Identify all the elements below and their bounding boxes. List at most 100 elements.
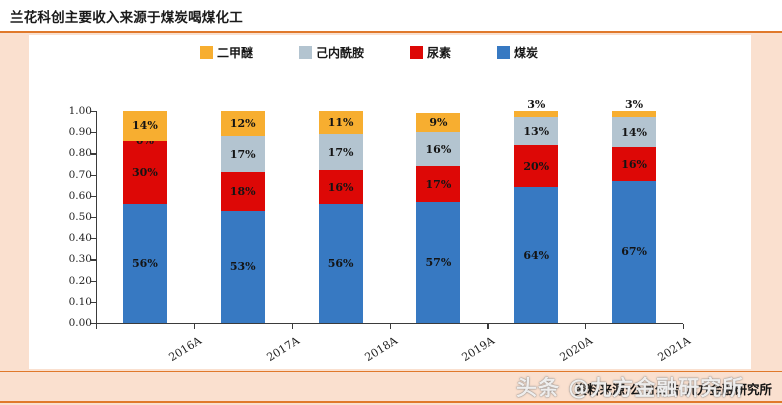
bar-segment[interactable]: 3% bbox=[514, 99, 559, 118]
bar-segment[interactable]: 67% bbox=[612, 180, 657, 323]
stacked-bar[interactable]: 57% 17% 16% 9% bbox=[416, 111, 461, 323]
stacked-bar[interactable]: 67% 16% 14% 3% bbox=[612, 99, 657, 323]
legend-item[interactable]: 尿素 bbox=[410, 44, 451, 61]
bar-segment[interactable]: 56% bbox=[122, 204, 167, 323]
bar-segment[interactable]: 56% bbox=[318, 204, 363, 323]
footer-rule bbox=[0, 401, 782, 403]
x-axis-category-label: 2020A bbox=[557, 334, 596, 365]
legend-item[interactable]: 煤炭 bbox=[497, 44, 538, 61]
x-axis-tick-mark bbox=[389, 324, 391, 329]
y-axis-tick-mark bbox=[91, 153, 96, 155]
y-axis-tick-label: 0.20 bbox=[68, 274, 92, 287]
bar-segment-label: 16% bbox=[327, 180, 354, 194]
bar-segment-label: 16% bbox=[621, 157, 647, 171]
x-axis-tick-mark bbox=[487, 324, 489, 329]
source-note: 资料来源:公司公告,九方金融研究所 bbox=[574, 381, 772, 397]
y-axis-tick-mark bbox=[91, 323, 96, 325]
y-axis-tick-mark bbox=[91, 132, 96, 134]
x-axis-category-label: 2019A bbox=[459, 334, 498, 365]
x-axis-tick-mark bbox=[96, 324, 98, 329]
y-axis-line bbox=[96, 111, 98, 323]
x-axis-tick-mark bbox=[683, 324, 685, 329]
bar-segment[interactable]: 17% bbox=[416, 166, 461, 203]
bar-segment[interactable]: 30% bbox=[122, 140, 167, 205]
y-axis-tick-label: 0.60 bbox=[68, 189, 92, 202]
bar-segment-label: 17% bbox=[425, 177, 452, 191]
bar-segment[interactable]: 20% bbox=[514, 144, 559, 188]
bar-segment-label: 11% bbox=[327, 116, 354, 130]
legend-item-label: 尿素 bbox=[427, 45, 452, 60]
x-axis-category-label: 2017A bbox=[264, 334, 302, 365]
bar-segment[interactable]: 14% bbox=[122, 111, 167, 141]
bar-segment[interactable]: 3% bbox=[612, 99, 657, 118]
x-axis-tick-mark bbox=[291, 324, 293, 329]
bar-segment[interactable]: 17% bbox=[220, 136, 265, 173]
bar-segment[interactable]: 16% bbox=[318, 170, 363, 205]
legend-item[interactable]: 己内酰胺 bbox=[299, 44, 364, 61]
legend-swatch-icon bbox=[410, 45, 424, 59]
y-axis-tick-mark bbox=[91, 259, 96, 261]
legend-swatch-icon bbox=[299, 45, 313, 59]
y-axis-tick-mark bbox=[91, 280, 96, 282]
bar-segment-label: 30% bbox=[132, 165, 158, 179]
stacked-bar[interactable]: 56%30%0%14% bbox=[122, 111, 167, 323]
y-axis-tick-label: 0.50 bbox=[68, 211, 92, 223]
y-axis-tick-labels: 0.00 0.10 0.20 0.30 0.40 0.50 0.60 0.70 0.80 0.90… bbox=[50, 105, 92, 329]
chart-legend: 二甲醚 己内酰胺 尿素 煤炭 bbox=[200, 42, 600, 62]
legend-item[interactable]: 二甲醚 bbox=[200, 44, 253, 61]
y-axis-tick-mark bbox=[91, 174, 96, 176]
y-axis-tick-label: 0.90 bbox=[68, 126, 92, 139]
legend-swatch-icon bbox=[497, 45, 511, 59]
y-axis-tick-mark bbox=[91, 217, 96, 219]
x-axis-line bbox=[96, 323, 683, 325]
bar-segment[interactable]: 11% bbox=[318, 111, 363, 135]
bar-segment[interactable]: 16% bbox=[612, 147, 657, 181]
bar-segment-label: 20% bbox=[523, 159, 550, 173]
bar-segment-label: 17% bbox=[327, 145, 354, 159]
bar-segment[interactable]: 17% bbox=[318, 134, 363, 171]
bar-segment[interactable]: 18% bbox=[220, 172, 265, 211]
y-axis-tick-mark bbox=[91, 238, 96, 240]
x-axis-tick-mark bbox=[193, 324, 196, 329]
bar-segment-label: 12% bbox=[229, 117, 256, 131]
bar-segment[interactable]: 16% bbox=[416, 132, 461, 167]
bar-segment-label: 64% bbox=[523, 248, 550, 262]
stacked-bar[interactable]: 56% 16% 17% 11% bbox=[318, 111, 363, 323]
bar-segment-label: 14% bbox=[621, 125, 647, 139]
bar-segment-label: 13% bbox=[523, 124, 550, 138]
y-axis-tick-mark bbox=[91, 301, 96, 303]
y-axis-tick-label: 0.00 bbox=[68, 317, 92, 329]
stacked-bar[interactable]: 53% 18% 17% 12% bbox=[220, 111, 265, 323]
y-axis-tick-label: 1.00 bbox=[68, 105, 92, 117]
bar-segment-label: 16% bbox=[425, 142, 452, 156]
legend-item-label: 二甲醚 bbox=[217, 45, 254, 60]
bar-segment[interactable]: 64% bbox=[514, 187, 559, 323]
x-axis-category-label: 2018A bbox=[362, 334, 400, 365]
y-axis-tick-mark bbox=[91, 111, 96, 113]
legend-swatch-icon bbox=[200, 45, 213, 59]
bar-segment-label: 14% bbox=[132, 119, 158, 133]
bar-segment-label: 17% bbox=[229, 147, 256, 161]
bar-segment-label: 3% bbox=[625, 98, 644, 112]
bar-segment[interactable]: 13% bbox=[514, 117, 559, 145]
y-axis-tick-mark bbox=[91, 195, 96, 197]
x-axis-category-labels: 2016A 2017A 2018A 2019A 2020A 2021A bbox=[96, 328, 693, 368]
page-title: 兰花科创主要收入来源于煤炭喝煤化工 bbox=[10, 9, 243, 26]
bar-segment[interactable]: 14% bbox=[612, 117, 657, 148]
bar-segment[interactable]: 57% bbox=[416, 202, 461, 323]
y-axis-tick-label: 0.30 bbox=[68, 253, 92, 266]
y-axis-tick-label: 0.80 bbox=[68, 147, 92, 160]
footer-source-row: 资料来源:公司公告,九方金融研究所 bbox=[0, 375, 782, 401]
legend-item-label: 煤炭 bbox=[514, 45, 539, 60]
bar-segment[interactable]: 53% bbox=[220, 210, 265, 323]
stacked-bar[interactable]: 64% 20% 13% 3% bbox=[514, 99, 559, 323]
y-axis-tick-label: 0.70 bbox=[68, 168, 92, 181]
x-axis-category-label: 2016A bbox=[166, 334, 204, 365]
x-axis-category-label: 2021A bbox=[655, 334, 693, 365]
y-axis-tick-label: 0.40 bbox=[68, 232, 92, 245]
bar-segment[interactable]: 12% bbox=[220, 111, 265, 137]
bar-segment-label: 57% bbox=[425, 256, 452, 270]
bar-segment-label: 3% bbox=[527, 98, 546, 112]
bar-segment[interactable]: 9% bbox=[416, 113, 461, 133]
